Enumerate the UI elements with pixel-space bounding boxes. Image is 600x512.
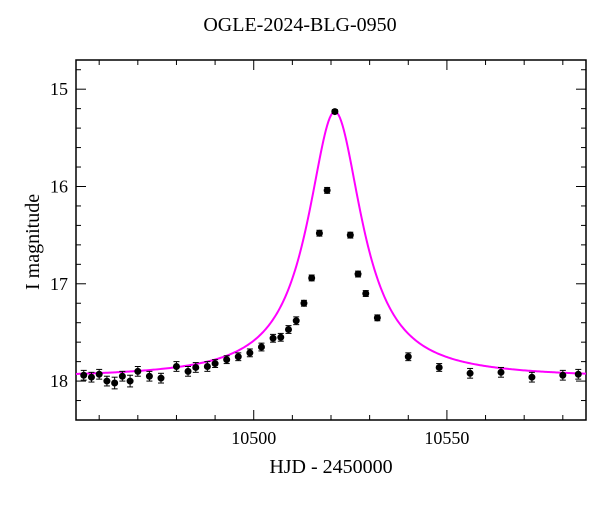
data-point	[204, 363, 210, 369]
data-point	[88, 374, 94, 380]
x-tick-label: 10550	[424, 428, 469, 448]
data-point	[224, 357, 230, 363]
data-point	[529, 374, 535, 380]
data-point	[96, 371, 102, 377]
data-point	[247, 350, 253, 356]
data-point	[127, 378, 133, 384]
data-point	[575, 371, 581, 377]
data-point	[293, 318, 299, 324]
y-tick-label: 16	[50, 176, 68, 196]
data-point	[135, 368, 141, 374]
data-point	[258, 344, 264, 350]
y-tick-label: 15	[50, 79, 68, 99]
data-point	[173, 363, 179, 369]
data-point	[193, 364, 199, 370]
data-point	[363, 291, 369, 297]
data-point	[467, 370, 473, 376]
data-point	[332, 109, 338, 115]
data-point	[158, 375, 164, 381]
data-point	[309, 275, 315, 281]
data-point	[81, 372, 87, 378]
data-point	[324, 187, 330, 193]
data-point	[560, 372, 566, 378]
model-fit-line	[76, 112, 586, 374]
data-point	[301, 300, 307, 306]
data-point	[316, 230, 322, 236]
data-point	[436, 364, 442, 370]
data-point	[270, 335, 276, 341]
data-point	[104, 378, 110, 384]
data-point	[278, 334, 284, 340]
y-tick-label: 17	[50, 274, 68, 294]
data-point	[347, 232, 353, 238]
light-curve-plot: 10500 10550 15 16 17 18	[0, 0, 600, 512]
data-point	[355, 271, 361, 277]
data-point	[405, 354, 411, 360]
data-point	[286, 327, 292, 333]
y-tick-label: 18	[50, 371, 68, 391]
x-tick-label: 10500	[231, 428, 276, 448]
data-point	[119, 373, 125, 379]
data-point	[374, 315, 380, 321]
data-point	[235, 354, 241, 360]
data-point	[146, 373, 152, 379]
data-point	[112, 380, 118, 386]
data-point	[498, 369, 504, 375]
data-point	[185, 368, 191, 374]
data-point	[212, 361, 218, 367]
